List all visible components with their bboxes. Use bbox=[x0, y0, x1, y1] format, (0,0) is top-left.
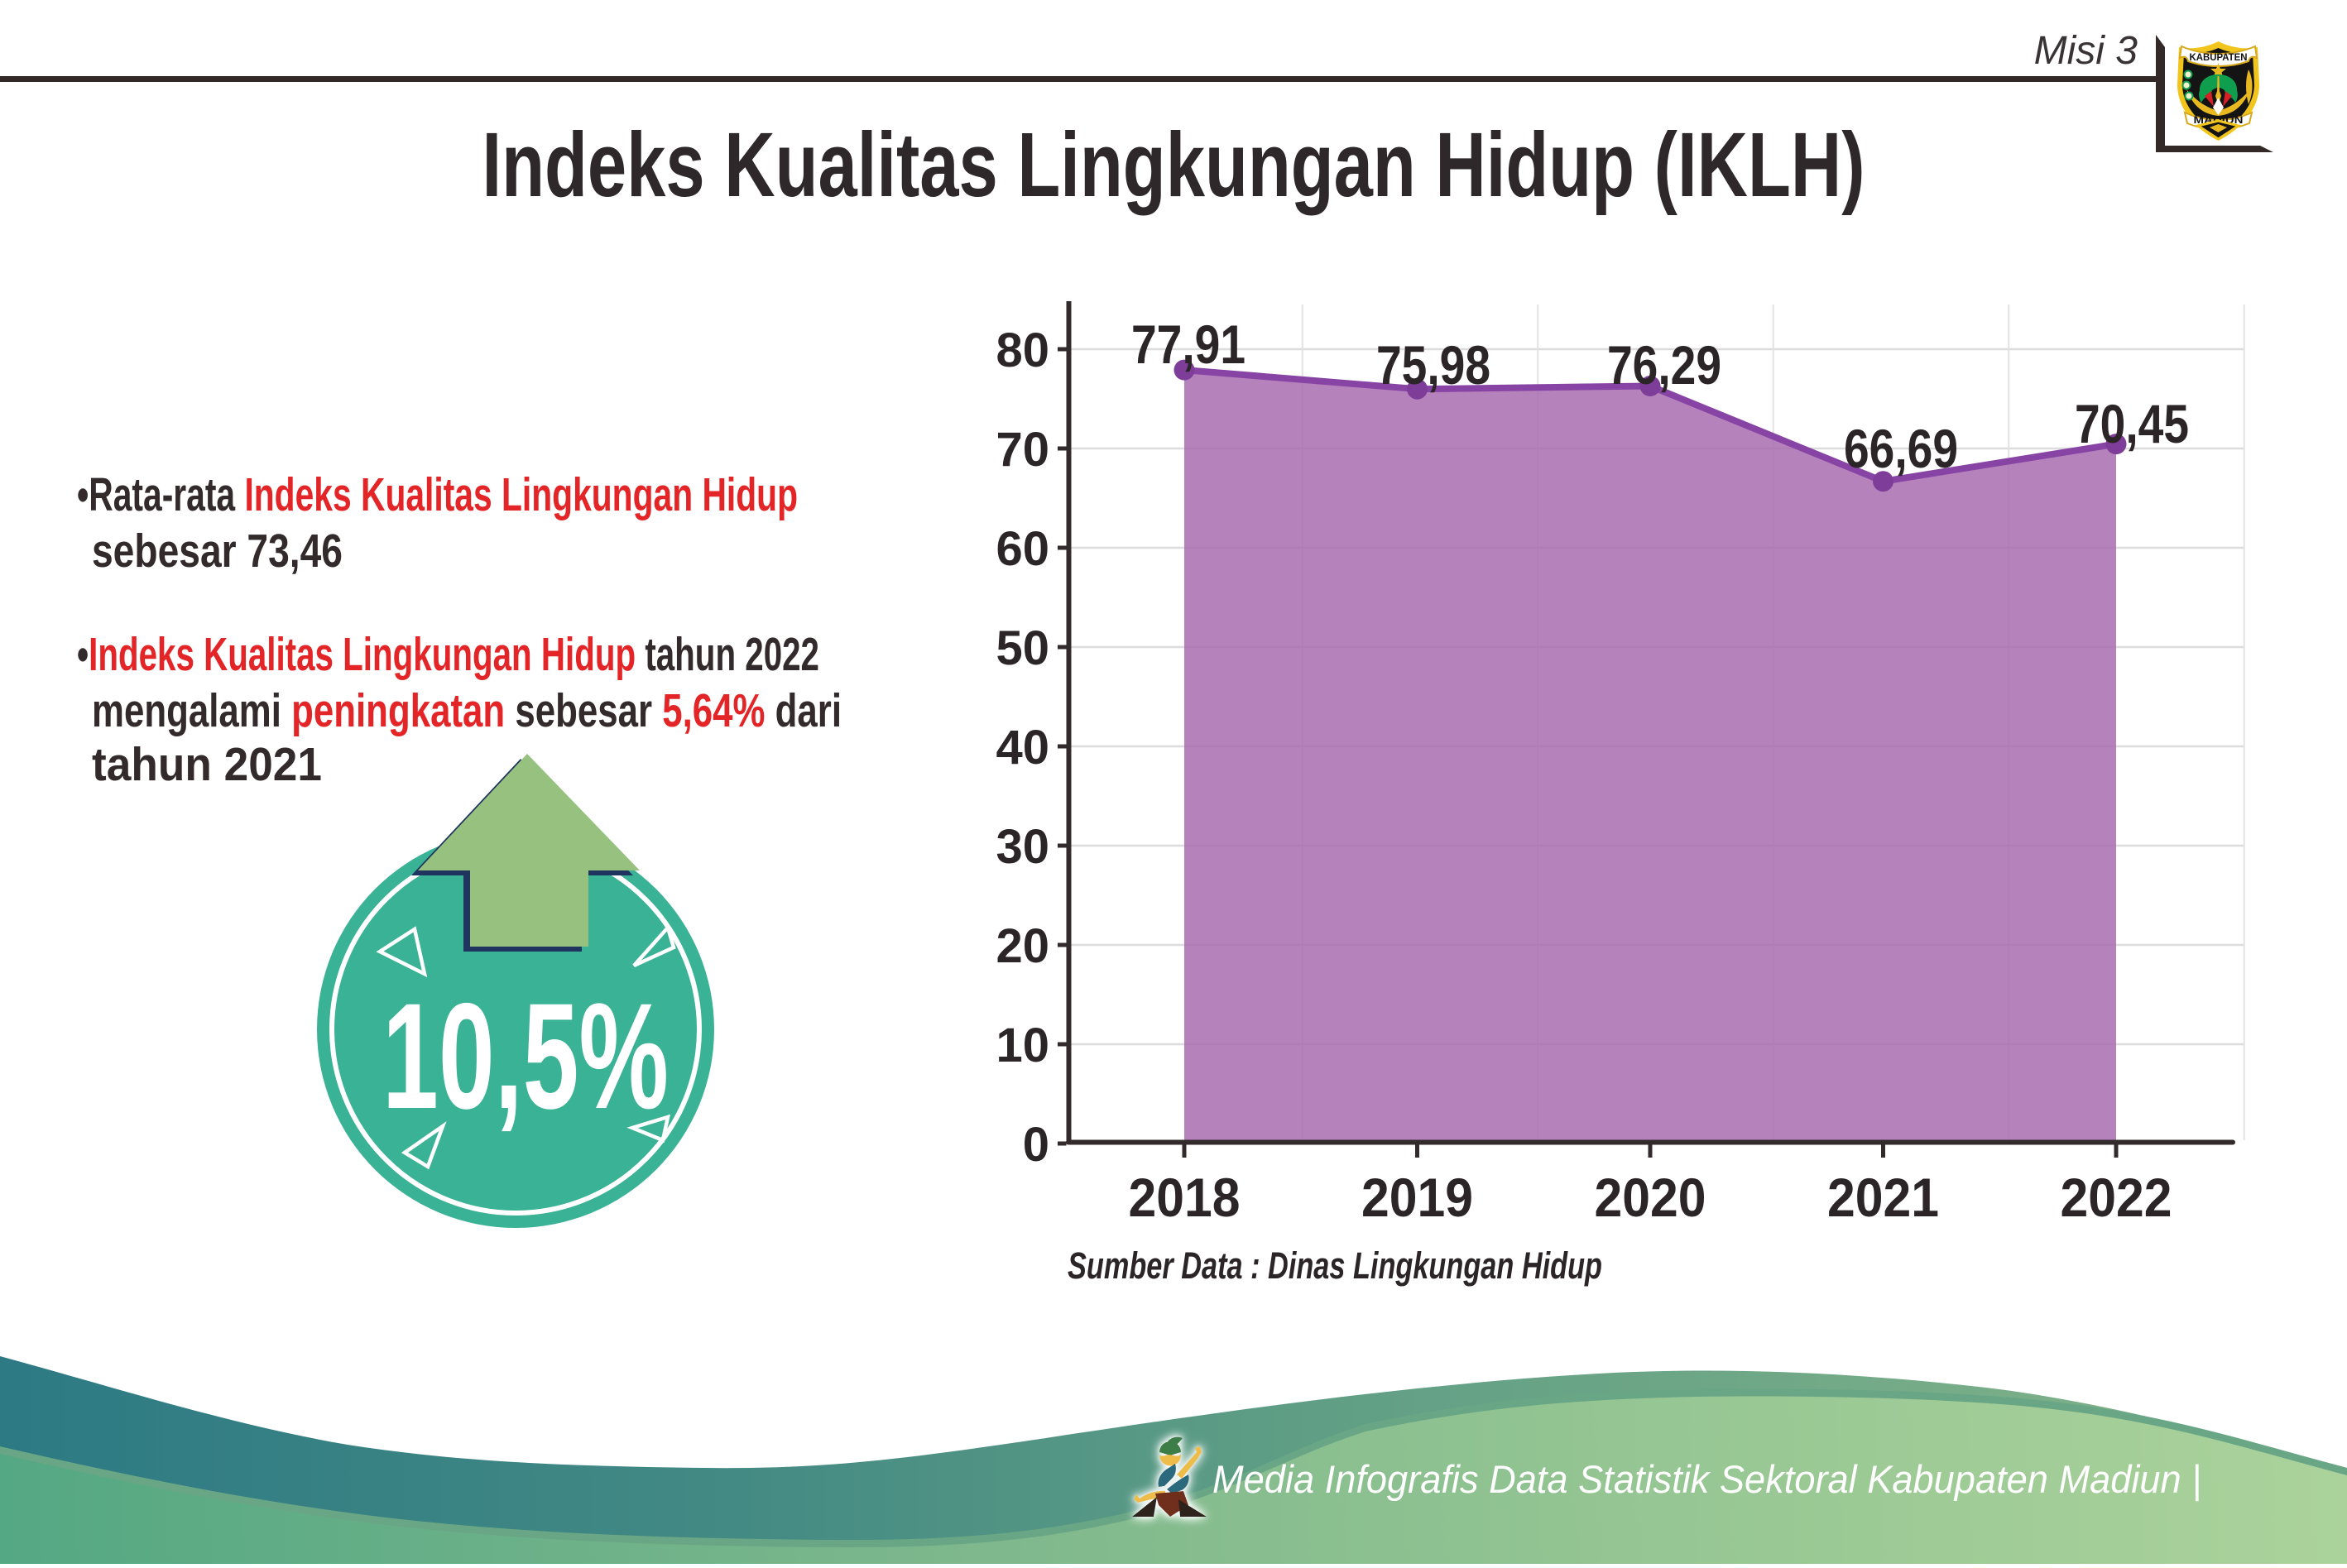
svg-text:40: 40 bbox=[996, 721, 1049, 774]
svg-text:0: 0 bbox=[1023, 1118, 1049, 1172]
svg-text:Misi 3: Misi 3 bbox=[2034, 29, 2138, 73]
svg-text:10,5%: 10,5% bbox=[382, 971, 669, 1140]
svg-text:20: 20 bbox=[996, 919, 1049, 973]
svg-text:KABUPATEN: KABUPATEN bbox=[2190, 51, 2248, 63]
svg-text:70: 70 bbox=[996, 423, 1049, 477]
svg-text:sebesar 73,46: sebesar 73,46 bbox=[92, 525, 343, 578]
svg-text:•Rata-rata Indeks Kualitas Lin: •Rata-rata Indeks Kualitas Lingkungan Hi… bbox=[77, 468, 798, 521]
svg-text:2021: 2021 bbox=[1827, 1167, 1939, 1228]
svg-text:80: 80 bbox=[996, 324, 1049, 377]
svg-text:30: 30 bbox=[996, 820, 1049, 874]
svg-text:•Indeks Kualitas Lingkungan Hi: •Indeks Kualitas Lingkungan Hidup tahun … bbox=[77, 628, 819, 681]
svg-text:mengalami peningkatan sebesar: mengalami peningkatan sebesar 5,64% dari bbox=[92, 684, 842, 737]
svg-text:77,91: 77,91 bbox=[1131, 314, 1245, 375]
svg-text:60: 60 bbox=[996, 522, 1049, 576]
svg-text:2022: 2022 bbox=[2061, 1167, 2172, 1228]
svg-text:10: 10 bbox=[996, 1019, 1049, 1072]
svg-text:50: 50 bbox=[996, 621, 1049, 675]
svg-text:Indeks Kualitas Lingkungan Hid: Indeks Kualitas Lingkungan Hidup (IKLH) bbox=[482, 114, 1865, 216]
svg-text:tahun 2021: tahun 2021 bbox=[92, 738, 322, 791]
svg-text:2019: 2019 bbox=[1361, 1167, 1473, 1228]
svg-text:76,29: 76,29 bbox=[1607, 334, 1721, 396]
svg-text:66,69: 66,69 bbox=[1844, 418, 1958, 479]
svg-text:Media Infografis Data Statisti: Media Infografis Data Statistik Sektoral… bbox=[1212, 1457, 2201, 1501]
svg-text:2018: 2018 bbox=[1129, 1167, 1241, 1228]
svg-text:2020: 2020 bbox=[1595, 1167, 1706, 1228]
svg-text:75,98: 75,98 bbox=[1376, 334, 1490, 396]
svg-text:Sumber Data : Dinas Lingkungan: Sumber Data : Dinas Lingkungan Hidup bbox=[1068, 1244, 1602, 1287]
svg-text:70,45: 70,45 bbox=[2075, 393, 2189, 454]
